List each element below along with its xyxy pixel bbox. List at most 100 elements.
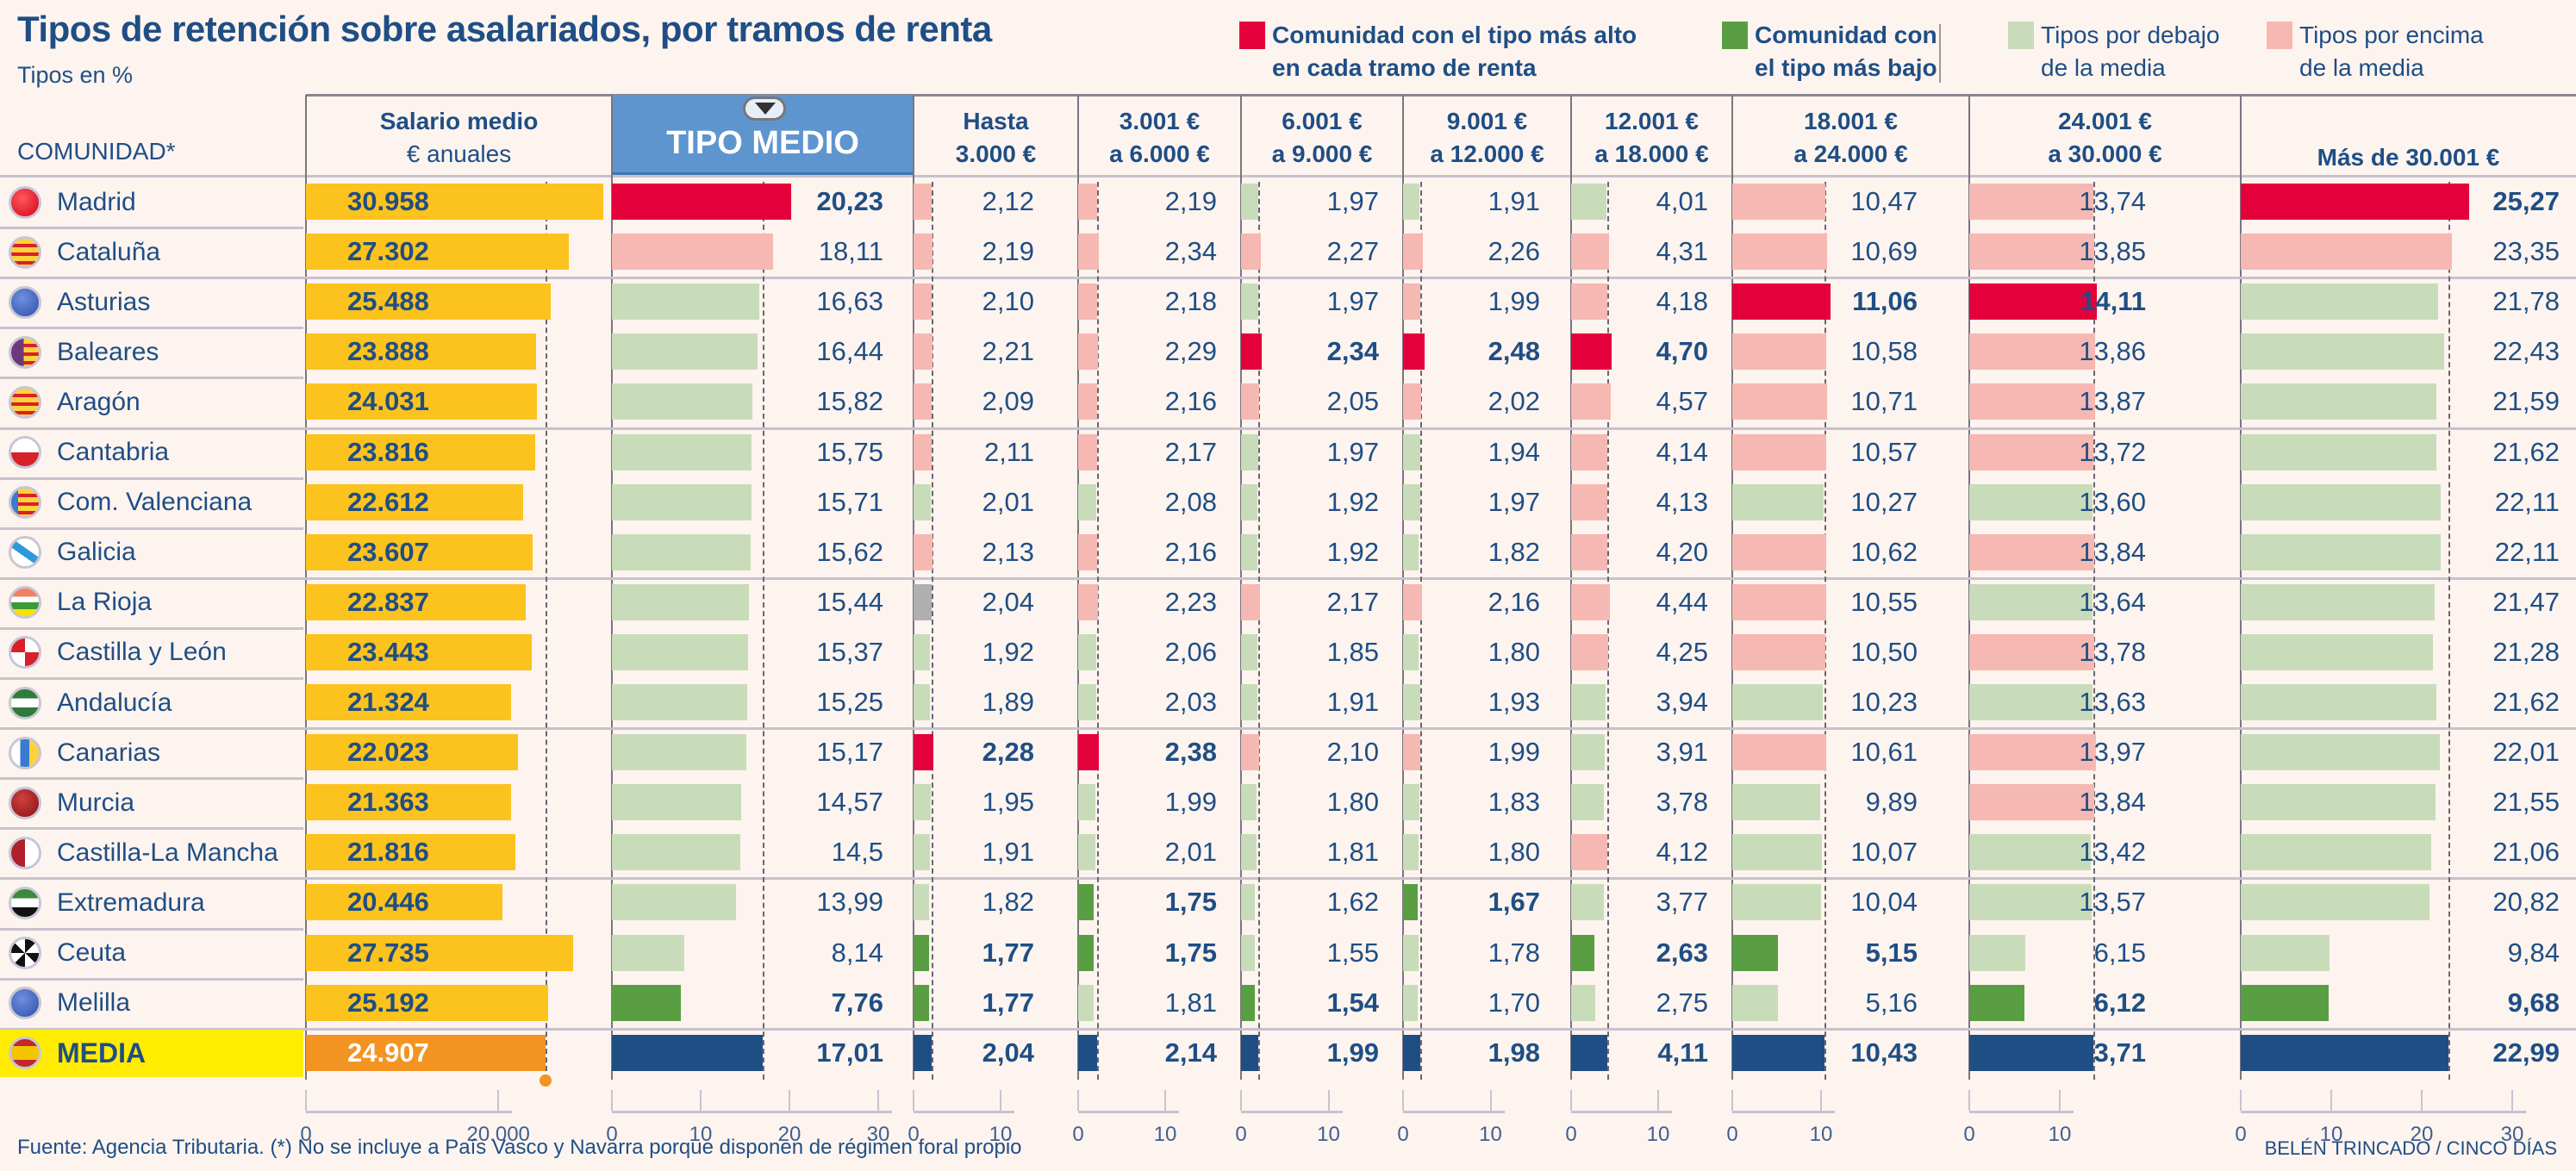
- rate-value-t1: 1,77: [982, 987, 1034, 1018]
- axis-tick: [1000, 1089, 1001, 1111]
- community-name: Castilla y León: [57, 638, 227, 667]
- rate-value-t7: 6,15: [2093, 937, 2146, 968]
- rate-bar-t5: [1571, 234, 1609, 271]
- rate-bar-t8: [2241, 633, 2434, 670]
- rate-value-t3: 1,97: [1326, 286, 1379, 317]
- rate-bar-tipo_medio: [612, 383, 752, 420]
- rate-bar-t1: [914, 483, 932, 520]
- rate-bar-t7: [1969, 1034, 2093, 1071]
- rate-value-t7: 13,71: [2079, 1037, 2146, 1068]
- salary-value: 23.888: [347, 336, 429, 367]
- community-name: Murcia: [57, 788, 135, 817]
- rate-value-t7: 13,86: [2079, 336, 2146, 367]
- rioja-flag-icon: [9, 586, 41, 620]
- column-header-salario: Salario medio € anuales: [306, 102, 612, 174]
- axis-tick-label: 0: [1072, 1122, 1084, 1146]
- row-label-baleares: Baleares: [0, 328, 303, 376]
- castilla-leon-flag-icon: [9, 636, 41, 670]
- rate-value-t6: 10,27: [1850, 486, 1918, 517]
- rate-bar-t7: [1969, 184, 2094, 221]
- rate-value-t7: 13,87: [2079, 386, 2146, 417]
- average-reference-line: [1096, 182, 1099, 1080]
- rate-bar-t7: [1969, 734, 2096, 771]
- salary-value: 27.302: [347, 236, 429, 267]
- row-label-catalu-a: Cataluña: [0, 228, 303, 276]
- rate-value-t2: 2,16: [1164, 536, 1217, 567]
- rate-bar-t4: [1403, 483, 1420, 520]
- rate-bar-tipo_medio: [612, 934, 684, 971]
- rate-value-t3: 2,34: [1326, 336, 1379, 367]
- rate-bar-t2: [1078, 283, 1098, 321]
- rate-bar-t1: [914, 734, 934, 771]
- rate-bar-t8: [2241, 834, 2432, 871]
- andalucia-flag-icon: [9, 686, 41, 719]
- rate-bar-t3: [1241, 884, 1256, 921]
- rate-value-t4: 2,16: [1488, 586, 1540, 617]
- rate-bar-t8: [2241, 583, 2436, 620]
- rate-bar-t7: [1969, 834, 2091, 871]
- column-header-line: a 30.000 €: [2048, 140, 2162, 167]
- rate-value-t2: 1,75: [1164, 887, 1217, 918]
- rate-value-t7: 13,97: [2079, 737, 2146, 768]
- axis-tick-label: 10: [1479, 1122, 1502, 1146]
- salary-value: 25.488: [347, 286, 429, 317]
- rate-bar-t1: [914, 684, 931, 721]
- rate-value-t1: 2,10: [982, 286, 1034, 317]
- rate-bar-t4: [1403, 433, 1420, 470]
- rate-value-t6: 10,55: [1850, 586, 1918, 617]
- rate-bar-tipo_medio: [612, 633, 749, 670]
- row-label-arag-n: Aragón: [0, 378, 303, 426]
- row-label-com-valenciana: Com. Valenciana: [0, 479, 303, 526]
- rate-bar-t7: [1969, 533, 2095, 570]
- rate-bar-t4: [1403, 283, 1421, 321]
- axis-tick: [305, 1089, 307, 1111]
- rate-value-t4: 1,99: [1488, 286, 1540, 317]
- rate-bar-t6: [1732, 333, 1826, 371]
- rate-value-t8: 9,68: [2507, 987, 2560, 1018]
- rate-value-t6: 10,58: [1850, 336, 1918, 367]
- rate-bar-t2: [1078, 1034, 1097, 1071]
- community-name: Aragón: [57, 387, 140, 416]
- axis-tick: [1570, 1089, 1572, 1111]
- column-header-line: Hasta: [963, 108, 1029, 134]
- rate-value-t1: 1,82: [982, 887, 1034, 918]
- rate-bar-t5: [1571, 1034, 1607, 1071]
- rate-bar-t3: [1241, 1034, 1259, 1071]
- row-separator: [0, 526, 303, 530]
- column-header-t2: 3.001 € a 6.000 €: [1078, 102, 1241, 174]
- rate-value-t4: 2,02: [1488, 386, 1540, 417]
- rate-bar-t4: [1403, 234, 1423, 271]
- rate-value-t3: 1,97: [1326, 186, 1379, 217]
- rate-bar-t6: [1732, 934, 1779, 971]
- average-reference-line: [2093, 182, 2095, 1080]
- rate-bar-t3: [1241, 483, 1258, 520]
- legend-item-below: Tipos por debajo de la media: [2008, 19, 2220, 84]
- rate-bar-t5: [1571, 433, 1607, 470]
- rate-bar-t1: [914, 1034, 932, 1071]
- extremadura-flag-icon: [9, 886, 41, 919]
- rate-value-tipo_medio: 15,25: [816, 687, 883, 718]
- sort-arrow-icon[interactable]: [743, 97, 786, 121]
- axis-tick-label: 10: [1317, 1122, 1340, 1146]
- rate-value-t7: 6,12: [2093, 987, 2146, 1018]
- row-separator: [0, 677, 303, 680]
- axis-baseline-t2: [1078, 1110, 1179, 1113]
- rate-value-t1: 2,11: [983, 436, 1034, 467]
- salary-bar: [306, 734, 518, 771]
- row-separator: [0, 877, 303, 881]
- rate-value-t4: 1,70: [1488, 987, 1540, 1018]
- rate-bar-t7: [1969, 884, 2093, 921]
- salario-header-line2: € anuales: [406, 140, 512, 167]
- average-reference-line: [1824, 182, 1827, 1080]
- rate-bar-t2: [1078, 633, 1096, 670]
- rate-bar-t5: [1571, 884, 1605, 921]
- rate-value-t5: 4,20: [1656, 536, 1708, 567]
- rate-value-t8: 22,01: [2492, 737, 2560, 768]
- rate-value-t4: 1,67: [1488, 887, 1540, 918]
- row-separator: [0, 277, 303, 280]
- rate-bar-t3: [1241, 184, 1258, 221]
- rate-bar-t7: [1969, 784, 2095, 821]
- axis-tick: [2240, 1089, 2242, 1111]
- column-header-t5: 12.001 € a 18.000 €: [1571, 102, 1732, 174]
- rate-bar-t8: [2241, 1034, 2449, 1071]
